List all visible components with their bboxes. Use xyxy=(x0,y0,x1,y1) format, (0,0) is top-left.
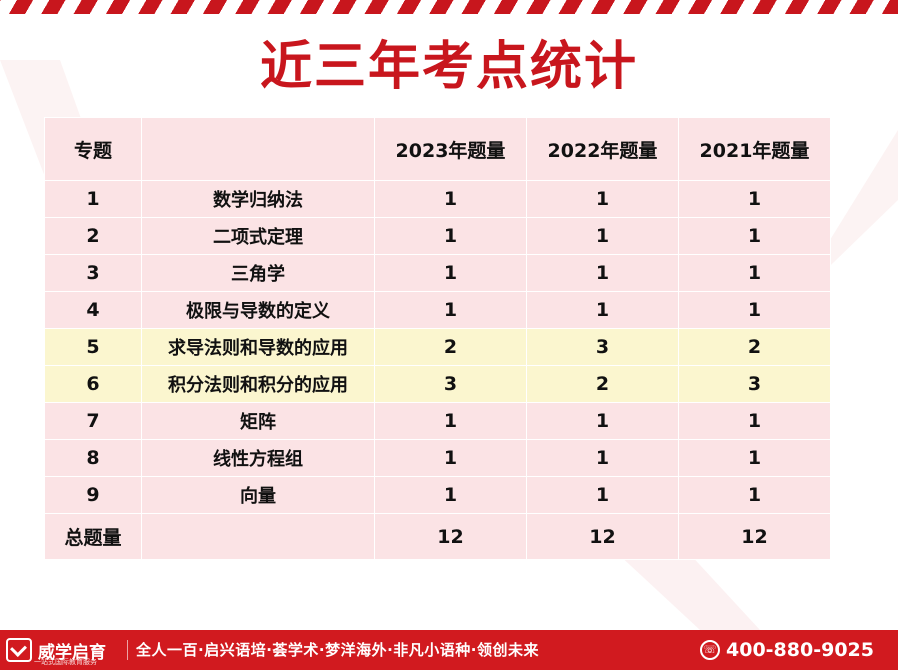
cell-2021: 1 xyxy=(678,439,831,477)
cell-topic: 二项式定理 xyxy=(141,217,375,255)
cell-topic: 线性方程组 xyxy=(141,439,375,477)
cell-2022: 1 xyxy=(526,217,679,255)
cell-2021: 1 xyxy=(678,291,831,329)
total-2023: 12 xyxy=(374,513,527,560)
cell-2023: 3 xyxy=(374,365,527,403)
cell-no: 1 xyxy=(44,180,142,218)
cell-no: 2 xyxy=(44,217,142,255)
header-2022: 2022年题量 xyxy=(526,117,679,181)
header-2021: 2021年题量 xyxy=(678,117,831,181)
cell-no: 9 xyxy=(44,476,142,514)
header-topic: 专题 xyxy=(44,117,142,181)
header-2023: 2023年题量 xyxy=(374,117,527,181)
cell-no: 7 xyxy=(44,402,142,440)
table-row: 7 矩阵 1 1 1 xyxy=(44,402,831,440)
footer-logo: 威学启育 xyxy=(6,636,106,664)
cell-2023: 2 xyxy=(374,328,527,366)
footer-phone: ☏ 400-880-9025 xyxy=(700,630,874,670)
page-title: 近三年考点统计 xyxy=(259,36,638,97)
cell-2022: 1 xyxy=(526,254,679,292)
cell-2022: 1 xyxy=(526,439,679,477)
cell-topic: 三角学 xyxy=(141,254,375,292)
cell-topic: 极限与导数的定义 xyxy=(141,291,375,329)
cell-2023: 1 xyxy=(374,254,527,292)
total-empty-cell xyxy=(141,513,375,560)
total-row: 总题量 12 12 12 xyxy=(44,513,831,560)
cell-2022: 3 xyxy=(526,328,679,366)
cell-topic: 向量 xyxy=(141,476,375,514)
top-stripe-decoration xyxy=(0,0,898,14)
table-row: 9 向量 1 1 1 xyxy=(44,476,831,514)
cell-topic: 积分法则和积分的应用 xyxy=(141,365,375,403)
total-label: 总题量 xyxy=(44,513,142,560)
cell-2021: 1 xyxy=(678,217,831,255)
footer-bar: 威学启育 一站式国际教育服务 全人一百·启兴语培·荟学术·梦洋海外·非凡小语种·… xyxy=(0,630,898,670)
cell-no: 5 xyxy=(44,328,142,366)
cell-2023: 1 xyxy=(374,217,527,255)
cell-topic: 数学归纳法 xyxy=(141,180,375,218)
cell-topic: 求导法则和导数的应用 xyxy=(141,328,375,366)
stats-table: 专题 2023年题量 2022年题量 2021年题量 1 数学归纳法 1 1 1… xyxy=(44,117,831,560)
table-row: 2 二项式定理 1 1 1 xyxy=(44,217,831,255)
cell-no: 4 xyxy=(44,291,142,329)
cell-2022: 1 xyxy=(526,291,679,329)
cell-2021: 1 xyxy=(678,180,831,218)
footer-slogan: 全人一百·启兴语培·荟学术·梦洋海外·非凡小语种·领创未来 xyxy=(136,641,539,659)
cell-2021: 2 xyxy=(678,328,831,366)
cell-2023: 1 xyxy=(374,291,527,329)
cell-2023: 1 xyxy=(374,402,527,440)
cell-2023: 1 xyxy=(374,476,527,514)
table-row: 8 线性方程组 1 1 1 xyxy=(44,439,831,477)
total-2021: 12 xyxy=(678,513,831,560)
logo-subtitle: 一站式国际教育服务 xyxy=(34,658,97,666)
phone-number: 400-880-9025 xyxy=(726,639,874,661)
table-body: 1 数学归纳法 1 1 1 2 二项式定理 1 1 1 3 三角学 1 1 1 … xyxy=(44,180,831,560)
footer-divider xyxy=(127,640,128,660)
cell-topic: 矩阵 xyxy=(141,402,375,440)
cell-2021: 1 xyxy=(678,254,831,292)
table-row: 3 三角学 1 1 1 xyxy=(44,254,831,292)
cell-2021: 1 xyxy=(678,476,831,514)
cell-2021: 3 xyxy=(678,365,831,403)
cell-2022: 1 xyxy=(526,476,679,514)
cell-2022: 1 xyxy=(526,402,679,440)
table-row-highlighted: 5 求导法则和导数的应用 2 3 2 xyxy=(44,328,831,366)
header-row: 专题 2023年题量 2022年题量 2021年题量 xyxy=(44,117,831,181)
header-topic-name xyxy=(141,117,375,181)
table-row: 1 数学归纳法 1 1 1 xyxy=(44,180,831,218)
logo-text: 威学启育 xyxy=(38,642,106,663)
total-2022: 12 xyxy=(526,513,679,560)
table-row-highlighted: 6 积分法则和积分的应用 3 2 3 xyxy=(44,365,831,403)
cell-2022: 2 xyxy=(526,365,679,403)
cell-2021: 1 xyxy=(678,402,831,440)
cell-2023: 1 xyxy=(374,439,527,477)
cell-no: 6 xyxy=(44,365,142,403)
cell-2022: 1 xyxy=(526,180,679,218)
phone-icon: ☏ xyxy=(700,640,721,660)
cell-no: 8 xyxy=(44,439,142,477)
table-row: 4 极限与导数的定义 1 1 1 xyxy=(44,291,831,329)
logo-icon xyxy=(6,638,32,662)
cell-no: 3 xyxy=(44,254,142,292)
cell-2023: 1 xyxy=(374,180,527,218)
